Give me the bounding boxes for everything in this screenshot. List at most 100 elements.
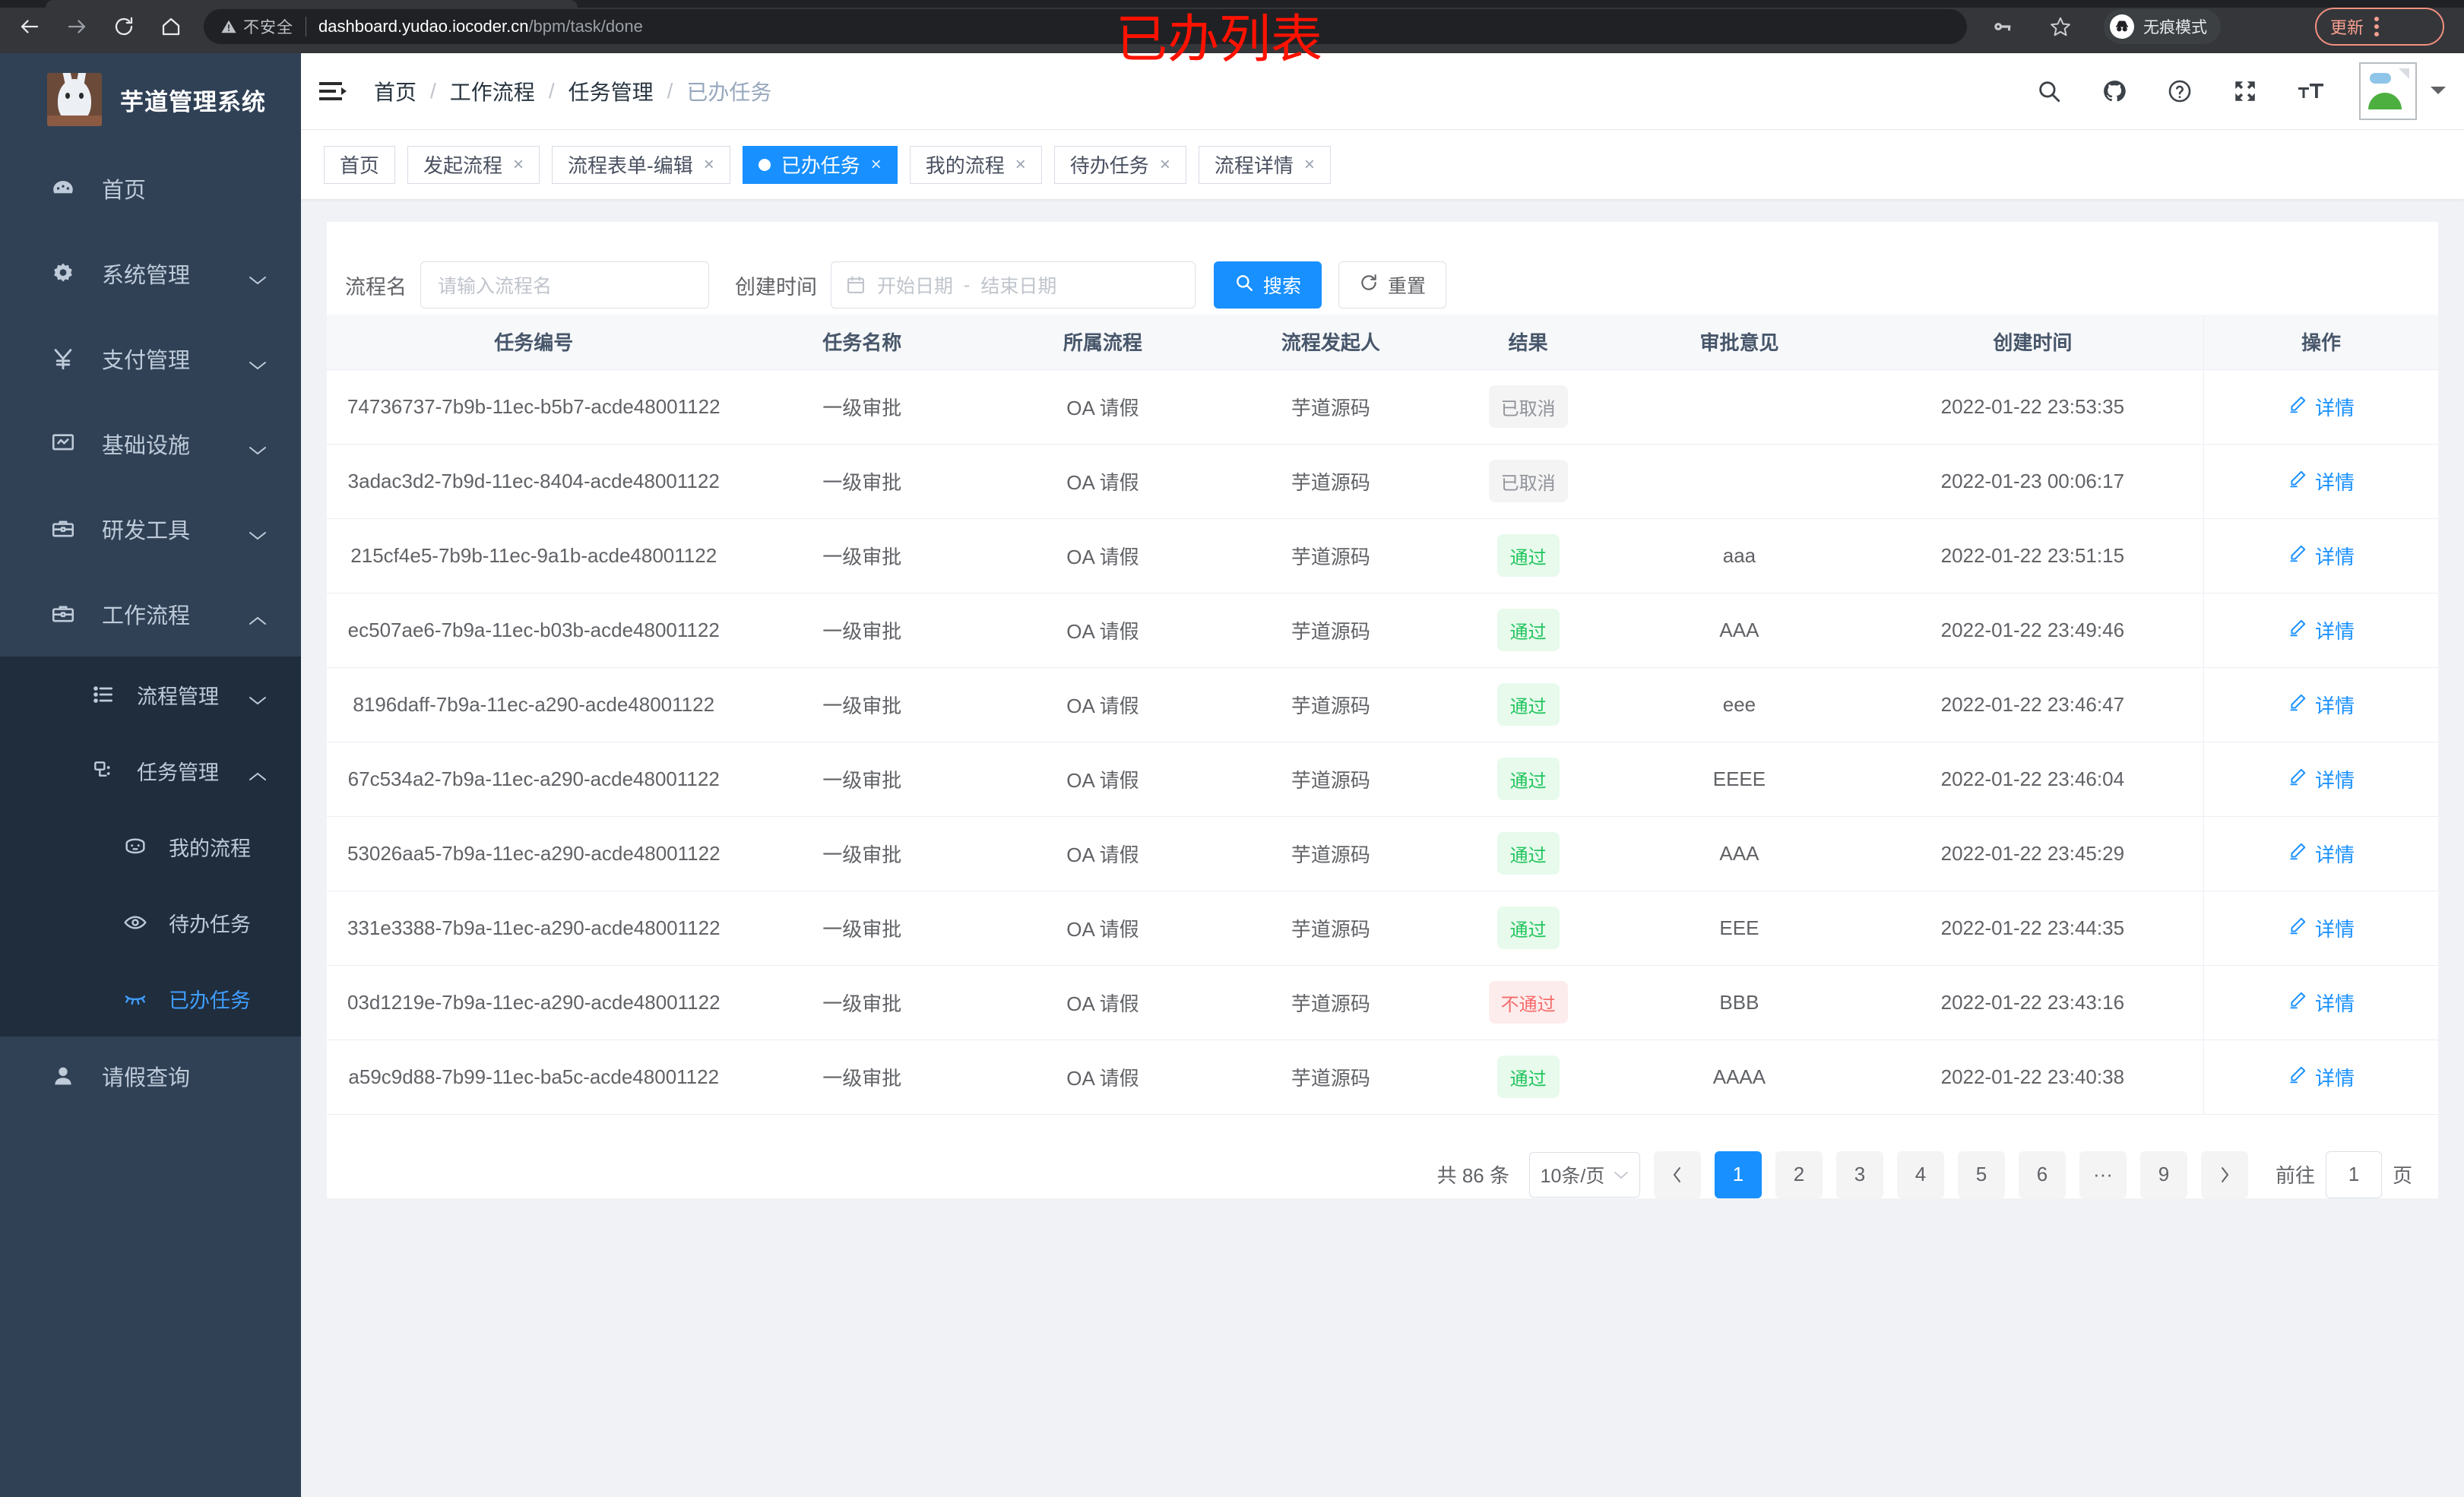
breadcrumb-item-task-management[interactable]: 任务管理 — [568, 81, 654, 104]
key-icon[interactable] — [1988, 12, 2017, 41]
close-icon[interactable]: × — [1015, 153, 1026, 175]
sidebar-item-system[interactable]: 系统管理 — [0, 231, 301, 316]
sidebar-item-payment[interactable]: 支付管理 — [0, 316, 301, 401]
pagination-page-6[interactable]: 6 — [2018, 1150, 2066, 1198]
fullscreen-icon[interactable] — [2228, 74, 2262, 108]
detail-button[interactable]: 详情 — [2288, 989, 2355, 1017]
eye-icon — [122, 909, 149, 936]
detail-button[interactable]: 详情 — [2288, 616, 2355, 644]
cell-task-name: 一级审批 — [740, 816, 983, 891]
chevron-down-icon[interactable] — [2429, 84, 2447, 100]
pagination-prev-button[interactable] — [1653, 1150, 1701, 1198]
sidebar-item-home[interactable]: 首页 — [0, 146, 301, 231]
detail-button[interactable]: 详情 — [2288, 691, 2355, 719]
breadcrumb-item-workflow[interactable]: 工作流程 — [449, 81, 535, 104]
sidebar-item-label: 支付管理 — [102, 349, 191, 373]
sidebar-item-done-task[interactable]: 已办任务 — [0, 961, 301, 1037]
page-size-select[interactable]: 10条/页 — [1528, 1151, 1640, 1198]
home-icon[interactable] — [155, 11, 187, 43]
detail-button[interactable]: 详情 — [2288, 914, 2355, 942]
star-icon[interactable] — [2046, 12, 2075, 41]
reload-icon[interactable] — [108, 11, 140, 43]
pagination-next-button[interactable] — [2200, 1150, 2248, 1198]
view-tab-my-process[interactable]: 我的流程 × — [909, 145, 1042, 184]
table-row: 03d1219e-7b9a-11ec-a290-acde48001122 一级审批… — [327, 965, 2438, 1040]
view-tab-home[interactable]: 首页 — [324, 145, 396, 184]
cell-initiator: 芋道源码 — [1221, 891, 1439, 966]
view-tab-todo-task[interactable]: 待办任务 × — [1053, 145, 1186, 184]
avatar-menu[interactable] — [2359, 62, 2447, 120]
help-circle-icon[interactable] — [2163, 74, 2196, 108]
incognito-badge[interactable]: 无痕模式 — [2104, 9, 2221, 44]
pagination-page-5[interactable]: 5 — [1957, 1150, 2005, 1198]
sidebar-item-todo-task[interactable]: 待办任务 — [0, 885, 301, 961]
cell-operation: 详情 — [2203, 444, 2438, 519]
search-button[interactable]: 搜索 — [1214, 261, 1322, 309]
back-arrow-icon[interactable] — [14, 11, 46, 43]
start-date-input[interactable]: 开始日期 — [877, 276, 954, 297]
cell-comment: aaa — [1617, 518, 1862, 593]
sidebar-item-workflow[interactable]: 工作流程 — [0, 571, 301, 657]
close-icon[interactable]: × — [1159, 153, 1170, 175]
pagination-page-9[interactable]: 9 — [2139, 1150, 2187, 1198]
pagination-page-2[interactable]: 2 — [1775, 1150, 1823, 1198]
pagination-jumper: 前往 1 页 — [2276, 1150, 2412, 1198]
jump-page-input[interactable]: 1 — [2325, 1150, 2382, 1198]
detail-button[interactable]: 详情 — [2288, 467, 2355, 495]
cell-create-time: 2022-01-22 23:49:46 — [1861, 593, 2204, 668]
cell-task-name: 一级审批 — [740, 518, 983, 593]
create-time-range-picker[interactable]: 开始日期 - 结束日期 — [831, 261, 1196, 309]
view-tab-done-task[interactable]: 已办任务 × — [742, 145, 898, 184]
sidebar-item-infrastructure[interactable]: 基础设施 — [0, 401, 301, 486]
detail-button[interactable]: 详情 — [2288, 393, 2355, 421]
done-task-panel: 流程名 请输入流程名 创建时间 开始日期 - 结束日期 — [327, 222, 2438, 1198]
sidebar-item-process-management[interactable]: 流程管理 — [0, 657, 301, 733]
brand-logo-area[interactable]: 芋道管理系统 — [0, 53, 301, 146]
cell-operation: 详情 — [2203, 1040, 2438, 1115]
detail-button[interactable]: 详情 — [2288, 840, 2355, 868]
cell-task-id: a59c9d88-7b99-11ec-ba5c-acde48001122 — [327, 1040, 741, 1115]
status-badge: 通过 — [1496, 683, 1560, 726]
cell-initiator: 芋道源码 — [1221, 816, 1439, 891]
browser-tab[interactable] — [46, 0, 578, 8]
create-time-label: 创建时间 — [735, 275, 817, 299]
sidebar-item-task-management[interactable]: 任务管理 — [0, 733, 301, 809]
update-button[interactable]: 更新 — [2315, 8, 2444, 46]
address-bar[interactable]: 不安全 dashboard.yudao.iocoder.cn/bpm/task/… — [204, 9, 1967, 44]
detail-button[interactable]: 详情 — [2288, 765, 2355, 793]
breadcrumb-item-home[interactable]: 首页 — [374, 81, 417, 104]
detail-button-label: 详情 — [2315, 619, 2355, 643]
cell-comment: BBB — [1617, 965, 1862, 1040]
search-icon[interactable] — [2032, 74, 2066, 108]
status-badge: 已取消 — [1488, 460, 1568, 502]
kebab-menu-icon[interactable] — [2374, 17, 2380, 36]
view-tab-process-detail[interactable]: 流程详情 × — [1198, 145, 1331, 184]
cell-process: OA 请假 — [983, 816, 1222, 891]
sidebar-item-devtools[interactable]: 研发工具 — [0, 486, 301, 571]
pagination-page-3[interactable]: 3 — [1835, 1150, 1883, 1198]
close-icon[interactable]: × — [870, 153, 882, 175]
pagination-ellipsis[interactable]: ··· — [2079, 1150, 2127, 1198]
view-tab-process-form-edit[interactable]: 流程表单-编辑 × — [552, 145, 730, 184]
github-icon[interactable] — [2098, 74, 2131, 108]
view-tab-start-process[interactable]: 发起流程 × — [407, 145, 540, 184]
pagination-page-1[interactable]: 1 — [1714, 1150, 1762, 1198]
close-icon[interactable]: × — [1303, 153, 1315, 175]
incognito-label: 无痕模式 — [2143, 19, 2207, 36]
sidebar-item-leave-query[interactable]: 请假查询 — [0, 1037, 301, 1116]
search-button-label: 搜索 — [1263, 276, 1302, 297]
sidebar-item-my-process[interactable]: 我的流程 — [0, 809, 301, 885]
detail-button[interactable]: 详情 — [2288, 542, 2355, 570]
close-icon[interactable]: × — [703, 153, 714, 175]
table-header-row: 任务编号 任务名称 所属流程 流程发起人 结果 审批意见 创建时间 操作 — [327, 315, 2438, 370]
font-size-icon[interactable] — [2294, 74, 2327, 108]
end-date-input[interactable]: 结束日期 — [980, 276, 1057, 297]
broken-image-avatar — [2359, 62, 2417, 120]
process-name-input[interactable]: 请输入流程名 — [420, 261, 709, 309]
close-icon[interactable]: × — [513, 153, 524, 175]
hamburger-collapse-icon[interactable] — [312, 70, 354, 112]
detail-button[interactable]: 详情 — [2288, 1063, 2355, 1091]
reset-button[interactable]: 重置 — [1338, 261, 1447, 309]
pagination-page-4[interactable]: 4 — [1896, 1150, 1944, 1198]
forward-arrow-icon[interactable] — [61, 11, 93, 43]
